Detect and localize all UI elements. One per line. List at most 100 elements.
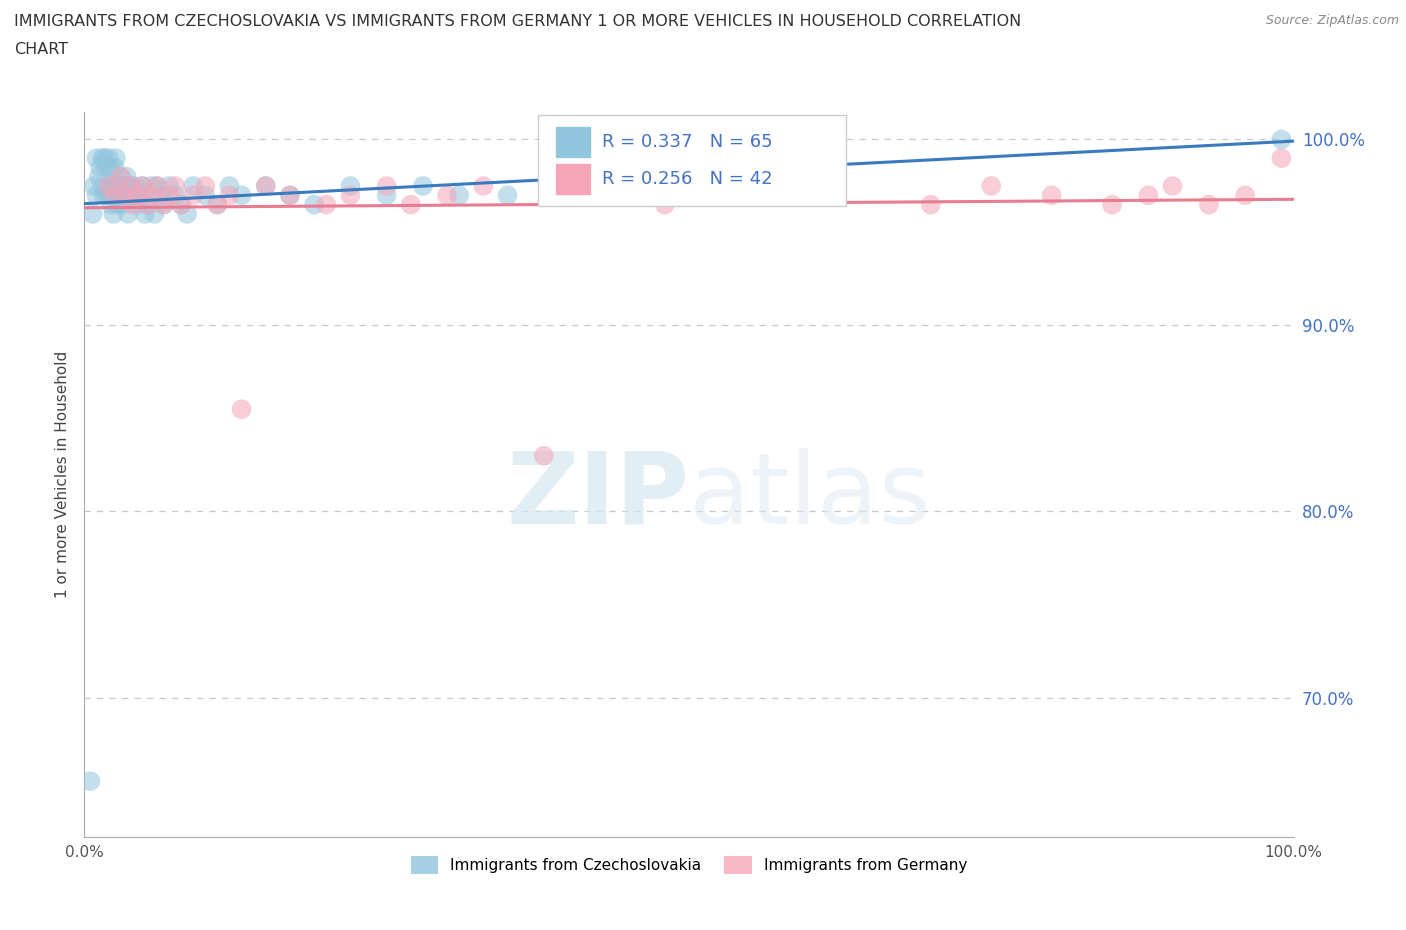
Point (157, 179, 180, 193)
Point (117, 206, 139, 221)
Point (302, 197, 325, 212)
Point (121, 197, 143, 212)
Point (110, 169, 132, 184)
Point (100, 197, 122, 212)
Point (557, 179, 579, 193)
Point (136, 197, 159, 212)
Point (146, 179, 169, 193)
Point (143, 206, 166, 221)
Text: CHART: CHART (14, 42, 67, 57)
Point (120, 179, 142, 193)
Point (112, 188, 135, 203)
Point (127, 188, 149, 203)
Point (165, 188, 187, 203)
Point (94, 160, 117, 175)
Point (82, 206, 104, 221)
Point (141, 188, 163, 203)
Point (122, 179, 145, 193)
Point (496, 188, 519, 203)
Point (93, 188, 115, 203)
Point (152, 197, 174, 212)
Point (181, 188, 204, 203)
Point (153, 197, 176, 212)
Point (131, 179, 153, 193)
Point (231, 402, 253, 417)
Point (104, 179, 127, 193)
Point (194, 179, 217, 193)
Point (157, 188, 180, 203)
Point (139, 179, 162, 193)
Point (1040, 188, 1063, 203)
Text: atlas: atlas (689, 447, 931, 545)
Point (1198, 197, 1220, 212)
Point (97, 179, 120, 193)
Text: R = 0.256   N = 42: R = 0.256 N = 42 (602, 170, 772, 188)
Point (339, 188, 361, 203)
Point (1137, 188, 1160, 203)
Point (87, 169, 110, 184)
Point (91, 151, 114, 166)
Point (315, 197, 337, 212)
Point (218, 188, 240, 203)
Point (654, 197, 676, 212)
Point (181, 179, 204, 193)
Point (83, 179, 105, 193)
Point (231, 188, 253, 203)
Point (149, 188, 172, 203)
Point (112, 188, 135, 203)
Point (136, 197, 159, 212)
Point (1270, 151, 1292, 166)
Point (339, 179, 361, 193)
Point (86, 151, 108, 166)
Point (533, 448, 555, 463)
Point (134, 206, 156, 221)
Point (170, 197, 193, 212)
Point (97, 151, 120, 166)
Point (104, 160, 127, 175)
Point (593, 188, 616, 203)
Point (1101, 197, 1123, 212)
Point (1234, 188, 1257, 203)
Point (254, 179, 277, 193)
Point (89, 160, 111, 175)
Point (131, 179, 153, 193)
Point (94, 151, 117, 166)
Point (103, 206, 125, 221)
Point (97, 179, 120, 193)
Point (278, 188, 301, 203)
Point (112, 197, 135, 212)
Point (121, 188, 143, 203)
FancyBboxPatch shape (538, 115, 846, 206)
FancyBboxPatch shape (555, 163, 591, 195)
Point (449, 188, 471, 203)
Point (98, 160, 121, 175)
Point (100, 188, 122, 203)
Point (194, 188, 217, 203)
Point (129, 188, 152, 203)
Point (1270, 132, 1292, 147)
Point (86, 188, 108, 203)
Point (738, 179, 761, 193)
Point (104, 188, 127, 203)
Point (399, 197, 422, 212)
Point (218, 179, 240, 193)
Point (105, 188, 128, 203)
Y-axis label: 1 or more Vehicles in Household: 1 or more Vehicles in Household (55, 351, 70, 598)
Point (127, 197, 149, 212)
FancyBboxPatch shape (555, 126, 591, 158)
Text: R = 0.337   N = 65: R = 0.337 N = 65 (602, 133, 772, 151)
Point (436, 188, 458, 203)
Point (91, 179, 114, 193)
Point (79, 774, 101, 789)
Text: ZIP: ZIP (506, 447, 689, 545)
Point (472, 179, 495, 193)
Point (114, 179, 136, 193)
Point (920, 197, 942, 212)
Text: Source: ZipAtlas.com: Source: ZipAtlas.com (1265, 14, 1399, 27)
Point (278, 188, 301, 203)
Point (107, 197, 129, 212)
Point (101, 179, 124, 193)
Point (207, 197, 229, 212)
Point (124, 188, 146, 203)
Point (254, 179, 277, 193)
